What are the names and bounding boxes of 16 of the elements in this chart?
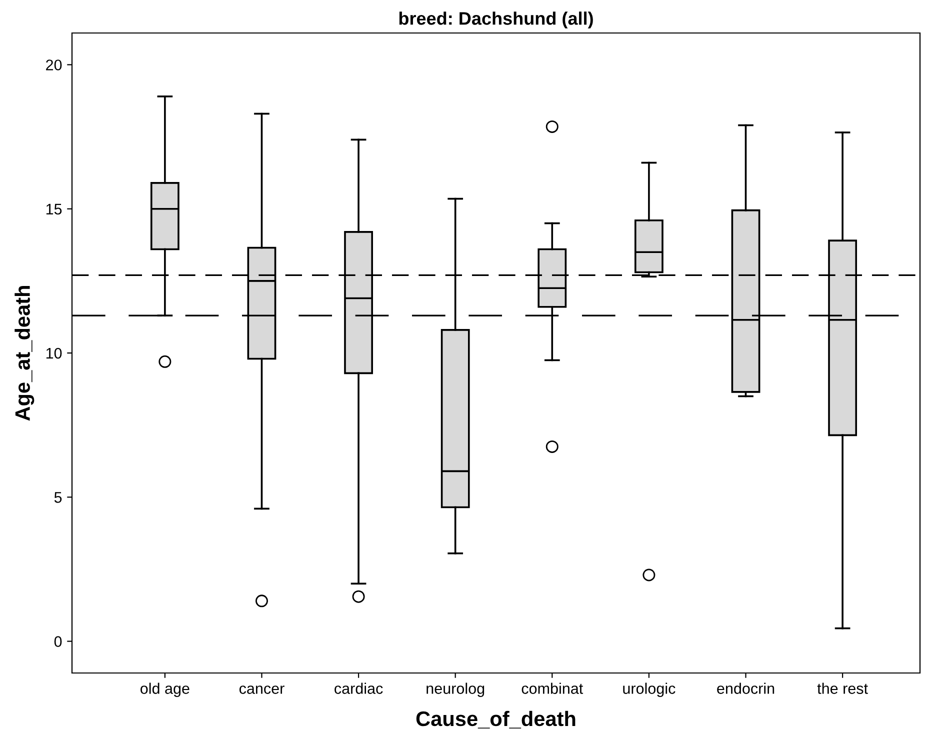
- x-tick-label: neurolog: [426, 682, 484, 697]
- y-axis-title: Age_at_death: [14, 286, 34, 421]
- y-tick-label: 10: [46, 348, 62, 359]
- chart-title: breed: Dachshund (all): [399, 12, 593, 28]
- x-tick-label: combinat: [522, 682, 584, 694]
- y-tick-label: 0: [54, 636, 62, 647]
- y-tick-label: 5: [54, 492, 62, 503]
- x-tick-label: the rest: [817, 682, 868, 694]
- y-tick-label: 15: [46, 204, 62, 215]
- x-tick-label: urologic: [623, 682, 676, 697]
- x-tick-label: endocrin: [717, 682, 774, 694]
- x-tick-label: cancer: [239, 686, 284, 694]
- x-tick-label: cardiac: [334, 682, 383, 694]
- y-tick-label: 20: [46, 60, 62, 70]
- x-tick-label: old age: [140, 682, 190, 697]
- x-axis-title: Cause_of_death: [416, 710, 576, 728]
